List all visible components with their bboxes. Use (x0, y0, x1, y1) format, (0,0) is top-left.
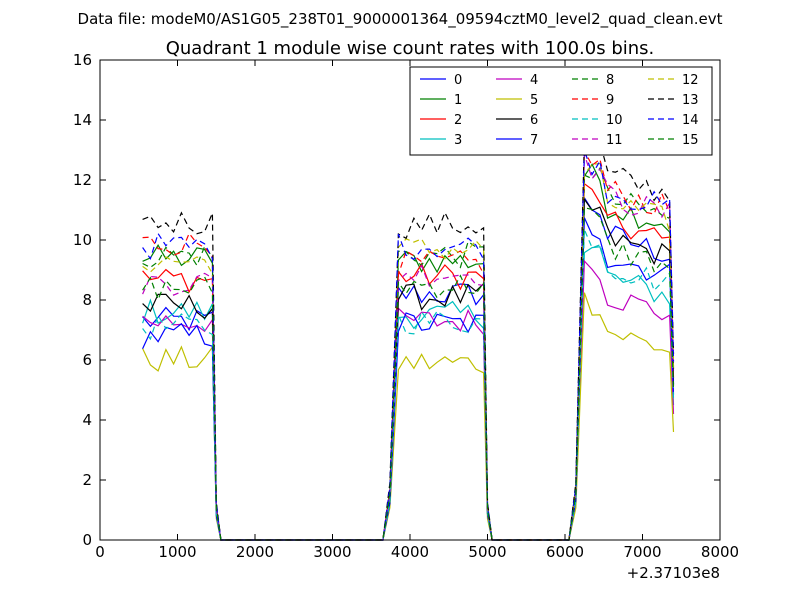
legend-label: 15 (682, 133, 699, 148)
y-tick-label: 8 (82, 291, 92, 309)
plot-lines (142, 136, 675, 541)
y-tick-label: 2 (82, 471, 92, 489)
x-tick-label: 1000 (158, 543, 196, 561)
series-line-5 (142, 292, 675, 541)
legend-frame (409, 66, 713, 156)
x-tick-label: 2000 (236, 543, 274, 561)
legend-label: 9 (606, 93, 614, 108)
legend-label: 13 (682, 93, 699, 108)
legend-label: 14 (682, 113, 699, 128)
y-tick-label: 6 (82, 351, 92, 369)
series-line-3 (142, 246, 675, 541)
series-line-10 (142, 229, 675, 541)
series-line-15 (142, 207, 675, 541)
y-tick-label: 4 (82, 411, 92, 429)
x-tick-label: 5000 (468, 543, 506, 561)
x-tick-label: 0 (95, 543, 105, 561)
y-tick-label: 16 (73, 51, 92, 69)
series-line-8 (142, 166, 675, 541)
series-line-11 (142, 154, 675, 541)
legend-label: 12 (682, 73, 699, 88)
series-line-1 (142, 163, 675, 541)
series-line-0 (142, 195, 675, 541)
figure-suptitle: Data file: modeM0/AS1G05_238T01_90000013… (78, 10, 723, 29)
y-tick-label: 0 (82, 531, 92, 549)
x-tick-label: 4000 (391, 543, 429, 561)
series-line-4 (142, 259, 675, 541)
legend-label: 1 (454, 93, 462, 108)
legend-label: 10 (606, 113, 623, 128)
chart-title: Quadrant 1 module wise count rates with … (166, 38, 655, 59)
series-line-6 (142, 197, 675, 541)
x-tick-label: 8000 (701, 543, 739, 561)
series-line-13 (142, 136, 675, 541)
x-axis-offset-label: +2.37103e8 (627, 564, 720, 582)
x-tick-label: 6000 (546, 543, 584, 561)
legend-label: 2 (454, 113, 462, 128)
axis-ticks: 0 1000 2000 3000 4000 5000 6000 7000 80000246810… (73, 51, 739, 561)
legend-label: 11 (606, 133, 623, 148)
x-tick-label: 7000 (623, 543, 661, 561)
y-tick-label: 10 (73, 231, 92, 249)
series-line-7 (142, 217, 675, 541)
legend-label: 5 (530, 93, 538, 108)
x-tick-label: 3000 (313, 543, 351, 561)
y-tick-label: 12 (73, 171, 92, 189)
legend-label: 6 (530, 113, 538, 128)
legend-label: 3 (454, 133, 462, 148)
series-line-12 (142, 162, 675, 541)
series-line-2 (142, 182, 675, 541)
y-tick-label: 14 (73, 111, 92, 129)
legend-label: 0 (454, 73, 462, 88)
legend-label: 7 (530, 133, 538, 148)
series-line-9 (142, 148, 675, 541)
series-line-14 (142, 149, 675, 541)
legend-label: 4 (530, 73, 538, 88)
legend-label: 8 (606, 73, 614, 88)
